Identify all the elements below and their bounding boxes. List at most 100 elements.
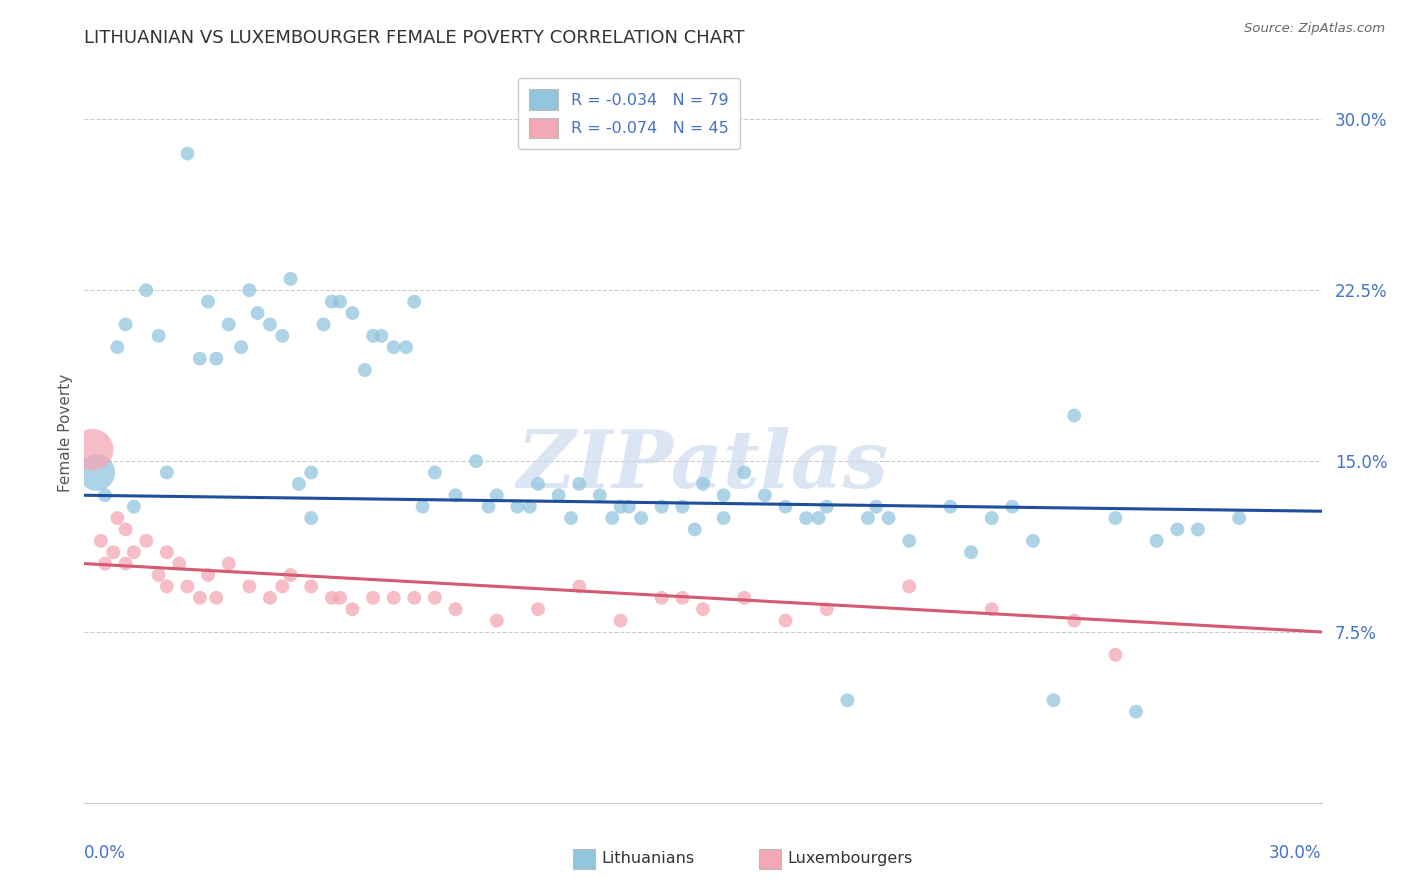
- Point: [477, 500, 499, 514]
- Point: [1063, 409, 1085, 423]
- Point: [82, 442, 104, 457]
- Point: [205, 351, 228, 366]
- Point: [342, 602, 364, 616]
- Point: [148, 568, 170, 582]
- Point: [280, 272, 302, 286]
- Point: [1104, 648, 1126, 662]
- Point: [1001, 500, 1024, 514]
- Point: [156, 579, 179, 593]
- Point: [444, 602, 467, 616]
- Point: [630, 511, 652, 525]
- Point: [960, 545, 983, 559]
- Bar: [759, 848, 780, 870]
- Y-axis label: Female Poverty: Female Poverty: [58, 374, 73, 491]
- Point: [423, 466, 446, 480]
- Point: [122, 545, 145, 559]
- Point: [692, 476, 714, 491]
- Point: [246, 306, 269, 320]
- Point: [733, 591, 755, 605]
- Point: [280, 568, 302, 582]
- Point: [342, 306, 364, 320]
- Point: [713, 511, 735, 525]
- Point: [156, 545, 179, 559]
- Text: Source: ZipAtlas.com: Source: ZipAtlas.com: [1244, 22, 1385, 36]
- Point: [671, 500, 693, 514]
- Point: [560, 511, 582, 525]
- Point: [1022, 533, 1045, 548]
- Point: [980, 511, 1002, 525]
- Point: [382, 591, 405, 605]
- Point: [527, 602, 550, 616]
- Point: [404, 591, 426, 605]
- Point: [361, 328, 384, 343]
- Point: [527, 476, 550, 491]
- Point: [395, 340, 418, 354]
- Point: [259, 318, 281, 332]
- Point: [865, 500, 887, 514]
- Point: [651, 500, 673, 514]
- Point: [321, 294, 343, 309]
- Point: [299, 511, 322, 525]
- Point: [1146, 533, 1168, 548]
- Point: [1104, 511, 1126, 525]
- Point: [713, 488, 735, 502]
- Point: [105, 340, 128, 354]
- Point: [329, 591, 352, 605]
- Text: Lithuanians: Lithuanians: [602, 851, 695, 866]
- Point: [671, 591, 693, 605]
- Point: [288, 476, 311, 491]
- Point: [94, 488, 117, 502]
- Point: [692, 602, 714, 616]
- Point: [229, 340, 252, 354]
- Point: [382, 340, 405, 354]
- Point: [444, 488, 467, 502]
- Text: 30.0%: 30.0%: [1270, 844, 1322, 862]
- Point: [609, 614, 631, 628]
- Point: [94, 557, 117, 571]
- Point: [259, 591, 281, 605]
- Point: [412, 500, 434, 514]
- Point: [877, 511, 900, 525]
- Point: [775, 614, 797, 628]
- Point: [898, 579, 921, 593]
- Text: 0.0%: 0.0%: [84, 844, 127, 862]
- Point: [370, 328, 392, 343]
- Point: [197, 294, 219, 309]
- Point: [122, 500, 145, 514]
- Point: [1063, 614, 1085, 628]
- Point: [683, 523, 706, 537]
- Point: [238, 579, 260, 593]
- Legend: R = -0.034   N = 79, R = -0.074   N = 45: R = -0.034 N = 79, R = -0.074 N = 45: [517, 78, 740, 149]
- Point: [218, 557, 240, 571]
- Text: LITHUANIAN VS LUXEMBOURGER FEMALE POVERTY CORRELATION CHART: LITHUANIAN VS LUXEMBOURGER FEMALE POVERT…: [84, 29, 745, 47]
- Point: [733, 466, 755, 480]
- Point: [568, 579, 591, 593]
- Point: [837, 693, 859, 707]
- Point: [815, 602, 838, 616]
- Point: [188, 351, 211, 366]
- Point: [404, 294, 426, 309]
- Point: [794, 511, 817, 525]
- Point: [589, 488, 612, 502]
- Point: [1125, 705, 1147, 719]
- Point: [423, 591, 446, 605]
- Point: [176, 579, 198, 593]
- Point: [329, 294, 352, 309]
- Point: [114, 557, 136, 571]
- Point: [519, 500, 541, 514]
- Point: [815, 500, 838, 514]
- Point: [465, 454, 488, 468]
- Point: [148, 328, 170, 343]
- Point: [135, 533, 157, 548]
- Point: [361, 591, 384, 605]
- Point: [617, 500, 640, 514]
- Point: [485, 488, 508, 502]
- Point: [114, 318, 136, 332]
- Text: ZIPatlas: ZIPatlas: [517, 427, 889, 505]
- Text: Luxembourgers: Luxembourgers: [787, 851, 912, 866]
- Point: [1187, 523, 1209, 537]
- Point: [299, 466, 322, 480]
- Point: [218, 318, 240, 332]
- Point: [321, 591, 343, 605]
- Point: [568, 476, 591, 491]
